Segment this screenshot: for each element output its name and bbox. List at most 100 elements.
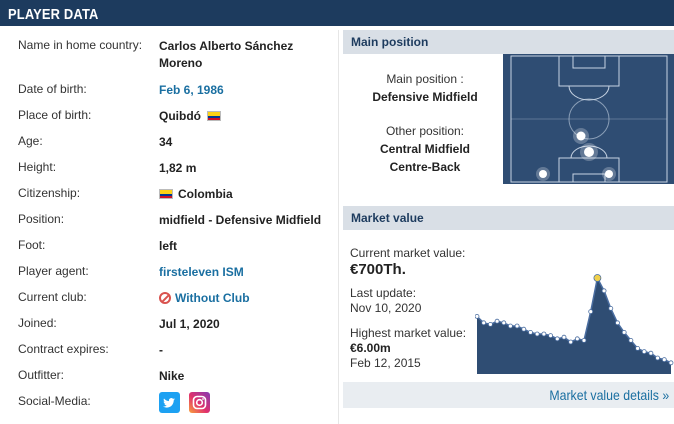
row-label: Foot: [18, 238, 46, 252]
twitter-icon[interactable] [159, 392, 180, 413]
market-value-footer: Market value details » [343, 382, 674, 408]
market-value-point [668, 360, 674, 366]
market-value-point [615, 320, 620, 326]
market-value-point [528, 330, 533, 335]
player-agent-link[interactable]: firsteleven ISM [159, 265, 244, 279]
market-value-point [514, 323, 520, 329]
market-value-point [481, 320, 487, 326]
current-club-text: Without Club [175, 291, 250, 305]
row-value: Nike [159, 369, 185, 383]
row-value: 1,82 m [159, 161, 197, 175]
market-value-point [554, 336, 560, 342]
row-label: Height: [18, 160, 57, 174]
main-position-block: Main position : Defensive Midfield [343, 70, 507, 106]
market-value-point [593, 274, 602, 282]
position-markers [536, 128, 616, 181]
main-position-header: Main position [343, 30, 674, 54]
main-position-marker [584, 147, 594, 157]
last-update-label: Last update: [350, 286, 417, 300]
market-value-point [628, 338, 634, 343]
citizenship-text: Colombia [178, 187, 233, 201]
other-position-marker [576, 131, 586, 141]
market-value-point [601, 288, 607, 294]
colombia-flag-icon [207, 111, 221, 121]
social-media-links [159, 392, 216, 413]
market-value-area [477, 278, 671, 374]
row-label: Social-Media: [18, 394, 91, 408]
market-value-point [501, 320, 507, 326]
date-of-birth-link[interactable]: Feb 6, 1986 [159, 83, 224, 97]
market-value-point [661, 357, 667, 362]
market-value-point [474, 314, 480, 319]
row-label: Age: [18, 134, 43, 148]
market-value-point [621, 330, 627, 335]
row-value-name: Carlos Alberto Sánchez Moreno [159, 38, 293, 72]
row-value: 34 [159, 135, 173, 149]
pitch-diagram [503, 54, 674, 184]
player-data-panel: Name in home country: Carlos Alberto Sán… [0, 30, 338, 424]
market-value-point [541, 331, 547, 337]
market-value-header: Market value [343, 206, 674, 230]
market-value-point [521, 326, 527, 332]
current-market-value: €700Th. [350, 261, 406, 278]
page-title: PLAYER DATA [8, 6, 99, 23]
market-value-point [581, 338, 587, 343]
market-value-point [655, 355, 661, 361]
current-market-value-label: Current market value: [350, 246, 466, 260]
no-club-icon [159, 292, 171, 304]
other-position-block: Other position: Central Midfield Centre-… [343, 122, 507, 176]
row-value: midfield - Defensive Midfield [159, 213, 322, 227]
pitch-svg [510, 55, 668, 183]
name-line-1: Carlos Alberto Sánchez [159, 39, 294, 53]
other-position-value: Central Midfield [379, 142, 470, 156]
other-position-value: Centre-Back [389, 160, 461, 174]
name-line-2: Moreno [159, 56, 203, 70]
current-club-link[interactable]: Without Club [159, 290, 250, 307]
right-panel: Main position Main position : Defensive … [338, 30, 674, 424]
row-label: Position: [18, 212, 65, 226]
instagram-icon[interactable] [189, 392, 211, 413]
row-value-citizenship: Colombia [159, 186, 233, 203]
highest-market-value: €6.00m [350, 341, 391, 355]
row-value-place: Quibdó [159, 108, 221, 125]
row-label: Player agent: [18, 264, 89, 278]
market-value-point [561, 334, 567, 340]
row-value: Jul 1, 2020 [159, 317, 220, 331]
highest-market-value-label: Highest market value: [350, 326, 467, 340]
row-label: Contract expires: [18, 342, 109, 356]
row-label: Name in home country: [18, 38, 143, 52]
row-label: Outfitter: [18, 368, 65, 382]
market-value-point [588, 309, 594, 314]
row-value: - [159, 343, 163, 357]
market-value-point [641, 349, 647, 354]
last-update-value: Nov 10, 2020 [350, 301, 422, 315]
highest-market-value-date: Feb 12, 2015 [350, 356, 421, 370]
player-data-header: PLAYER DATA [0, 0, 674, 28]
other-position-marker [539, 170, 547, 178]
row-value: left [159, 239, 177, 253]
market-value-title: Market value [351, 211, 424, 225]
market-value-point [534, 331, 540, 337]
market-value-point [574, 336, 580, 342]
row-label: Place of birth: [18, 108, 92, 122]
row-label: Joined: [18, 316, 57, 330]
other-position-marker [605, 170, 613, 178]
market-value-chart-svg [474, 274, 674, 374]
main-position-title: Main position [351, 35, 429, 49]
market-value-chart[interactable] [474, 266, 674, 376]
market-value-details-link[interactable]: Market value details » [549, 387, 669, 403]
row-label: Current club: [18, 290, 87, 304]
market-value-point [548, 333, 553, 338]
main-position-label: Main position : [386, 72, 464, 86]
market-value-point [487, 322, 493, 327]
main-position-value: Defensive Midfield [372, 90, 478, 104]
market-value-point [648, 350, 654, 356]
market-value-point [508, 323, 513, 329]
other-position-label: Other position: [385, 124, 465, 138]
market-value-point [568, 339, 574, 345]
row-label: Date of birth: [18, 82, 87, 96]
row-label: Citizenship: [18, 186, 81, 200]
colombia-flag-icon [159, 189, 173, 199]
market-value-point [494, 318, 500, 324]
market-value-point [635, 346, 641, 351]
